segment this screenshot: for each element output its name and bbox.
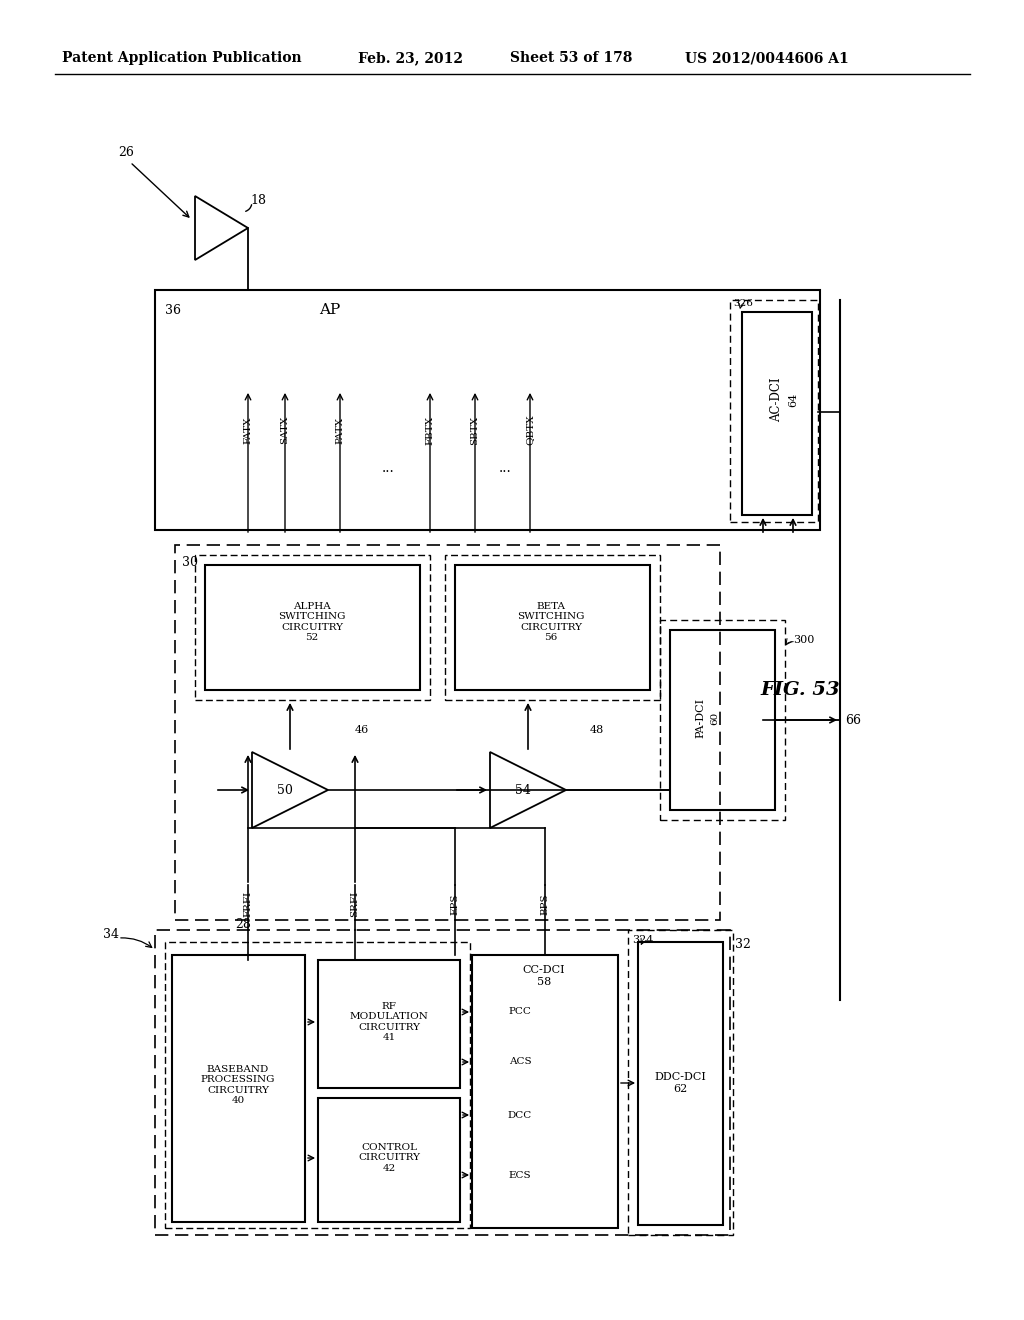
Bar (628, 931, 733, 1236)
Text: ALPHA
SWITCHING
CIRCUITRY
52: ALPHA SWITCHING CIRCUITRY 52 (279, 602, 346, 642)
Bar (670, 630, 775, 810)
Text: 324: 324 (632, 935, 653, 945)
Bar (165, 942, 470, 1228)
Text: 18: 18 (250, 194, 266, 206)
Text: FBTX: FBTX (426, 416, 434, 445)
Text: 26: 26 (118, 145, 134, 158)
Text: SBTX: SBTX (470, 416, 479, 445)
Text: Patent Application Publication: Patent Application Publication (62, 51, 302, 65)
Text: AC-DCI: AC-DCI (770, 378, 783, 422)
Text: PA-DCI: PA-DCI (695, 698, 705, 738)
Text: CONTROL
CIRCUITRY
42: CONTROL CIRCUITRY 42 (358, 1143, 420, 1173)
Bar (205, 565, 420, 690)
Text: EPS: EPS (451, 894, 460, 915)
Text: FATX: FATX (244, 416, 253, 444)
Bar (445, 554, 660, 700)
Text: US 2012/0044606 A1: US 2012/0044606 A1 (685, 51, 849, 65)
Text: ACS: ACS (509, 1057, 531, 1067)
Text: FIG. 53: FIG. 53 (760, 681, 840, 700)
Bar (318, 960, 460, 1088)
Text: ...: ... (499, 461, 511, 475)
Text: 28: 28 (234, 917, 251, 931)
Text: 32: 32 (735, 939, 751, 952)
Text: 30: 30 (182, 556, 198, 569)
Text: 54: 54 (515, 784, 530, 796)
Text: BPS: BPS (541, 894, 550, 915)
Text: CC-DCI: CC-DCI (522, 965, 565, 975)
Text: 60: 60 (711, 711, 720, 725)
Text: 50: 50 (278, 784, 293, 796)
Bar (155, 931, 730, 1236)
Text: QBTX: QBTX (525, 414, 535, 445)
Bar (172, 954, 305, 1222)
Text: AP: AP (319, 304, 341, 317)
Bar (638, 942, 723, 1225)
Text: BETA
SWITCHING
CIRCUITRY
56: BETA SWITCHING CIRCUITRY 56 (517, 602, 585, 642)
Text: PCC: PCC (509, 1007, 531, 1016)
Text: DDC-DCI
62: DDC-DCI 62 (654, 1072, 706, 1094)
Text: 36: 36 (165, 304, 181, 317)
Bar (730, 300, 818, 521)
Bar (175, 545, 720, 920)
Text: PATX: PATX (336, 416, 344, 444)
Text: Feb. 23, 2012: Feb. 23, 2012 (358, 51, 463, 65)
Text: ...: ... (382, 461, 394, 475)
Bar (472, 954, 618, 1228)
Text: 326: 326 (733, 300, 753, 309)
Text: 46: 46 (355, 725, 370, 735)
Text: ECS: ECS (509, 1171, 531, 1180)
Bar (318, 1098, 460, 1222)
Text: 48: 48 (590, 725, 604, 735)
Text: 58: 58 (537, 977, 551, 987)
Text: DCC: DCC (508, 1110, 532, 1119)
Bar (455, 565, 650, 690)
Text: FRFI: FRFI (244, 891, 253, 917)
Bar (660, 620, 785, 820)
Text: 300: 300 (793, 635, 814, 645)
Text: 34: 34 (103, 928, 119, 941)
Bar (155, 290, 820, 531)
Bar (195, 554, 430, 700)
Text: 64: 64 (788, 393, 798, 407)
Text: SRFI: SRFI (350, 891, 359, 917)
Text: RF
MODULATION
CIRCUITRY
41: RF MODULATION CIRCUITRY 41 (349, 1002, 428, 1041)
Text: SATX: SATX (281, 416, 290, 445)
Text: 66: 66 (845, 714, 861, 726)
Text: BASEBAND
PROCESSING
CIRCUITRY
40: BASEBAND PROCESSING CIRCUITRY 40 (201, 1065, 275, 1105)
Text: Sheet 53 of 178: Sheet 53 of 178 (510, 51, 633, 65)
Bar (742, 312, 812, 515)
